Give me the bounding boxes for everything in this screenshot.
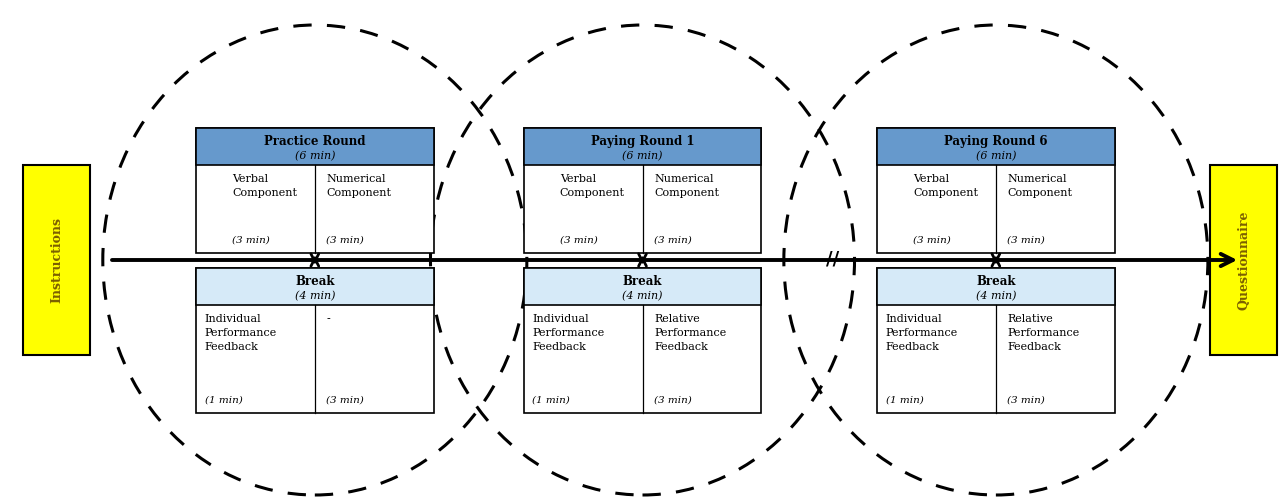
Text: Paying Round 6: Paying Round 6 <box>944 136 1047 148</box>
FancyBboxPatch shape <box>524 128 762 252</box>
Text: Component: Component <box>654 188 720 198</box>
Text: (1 min): (1 min) <box>204 396 243 404</box>
Text: Individual: Individual <box>885 314 942 324</box>
FancyBboxPatch shape <box>197 128 434 165</box>
Text: Component: Component <box>233 188 297 198</box>
Text: (4 min): (4 min) <box>622 290 663 301</box>
Text: Feedback: Feedback <box>532 342 586 352</box>
Text: Feedback: Feedback <box>1007 342 1061 352</box>
Text: Individual: Individual <box>532 314 589 324</box>
FancyBboxPatch shape <box>878 128 1115 252</box>
Text: (3 min): (3 min) <box>233 236 270 244</box>
Text: Feedback: Feedback <box>204 342 258 352</box>
Text: Individual: Individual <box>204 314 261 324</box>
Text: (4 min): (4 min) <box>294 290 335 301</box>
Text: -: - <box>326 314 330 324</box>
Text: Performance: Performance <box>1007 328 1079 338</box>
Text: (3 min): (3 min) <box>914 236 951 244</box>
FancyBboxPatch shape <box>878 268 1115 412</box>
Text: Practice Round: Practice Round <box>265 136 365 148</box>
Text: (3 min): (3 min) <box>654 396 691 404</box>
Text: Performance: Performance <box>532 328 605 338</box>
Text: (3 min): (3 min) <box>326 396 364 404</box>
FancyBboxPatch shape <box>878 128 1115 165</box>
Text: Performance: Performance <box>885 328 959 338</box>
Text: Relative: Relative <box>1007 314 1054 324</box>
Text: Break: Break <box>977 275 1015 288</box>
Text: Numerical: Numerical <box>654 174 713 184</box>
Text: Component: Component <box>560 188 625 198</box>
Text: (4 min): (4 min) <box>975 290 1016 301</box>
Text: Paying Round 1: Paying Round 1 <box>591 136 694 148</box>
Text: Verbal: Verbal <box>233 174 269 184</box>
FancyBboxPatch shape <box>197 128 434 252</box>
Text: Performance: Performance <box>204 328 278 338</box>
Text: Numerical: Numerical <box>1007 174 1067 184</box>
FancyBboxPatch shape <box>524 128 762 165</box>
FancyBboxPatch shape <box>197 268 434 412</box>
Text: (3 min): (3 min) <box>560 236 598 244</box>
Text: (3 min): (3 min) <box>1007 236 1045 244</box>
Text: Feedback: Feedback <box>654 342 708 352</box>
FancyBboxPatch shape <box>1210 165 1277 355</box>
Text: Relative: Relative <box>654 314 700 324</box>
Text: (1 min): (1 min) <box>532 396 571 404</box>
Text: Break: Break <box>623 275 662 288</box>
FancyBboxPatch shape <box>23 165 90 355</box>
FancyBboxPatch shape <box>524 268 762 412</box>
Text: (6 min): (6 min) <box>622 150 663 161</box>
Text: (3 min): (3 min) <box>654 236 691 244</box>
Text: Component: Component <box>1007 188 1073 198</box>
Text: Questionnaire: Questionnaire <box>1237 210 1250 310</box>
Text: (3 min): (3 min) <box>1007 396 1045 404</box>
Text: (6 min): (6 min) <box>975 150 1016 161</box>
Text: Numerical: Numerical <box>326 174 385 184</box>
Text: Verbal: Verbal <box>560 174 596 184</box>
Text: Component: Component <box>914 188 978 198</box>
FancyBboxPatch shape <box>878 268 1115 305</box>
Text: (6 min): (6 min) <box>294 150 335 161</box>
Text: (1 min): (1 min) <box>885 396 924 404</box>
Text: Instructions: Instructions <box>50 217 63 303</box>
Text: (3 min): (3 min) <box>326 236 364 244</box>
Text: Break: Break <box>296 275 334 288</box>
FancyBboxPatch shape <box>197 268 434 305</box>
Text: Verbal: Verbal <box>914 174 950 184</box>
FancyBboxPatch shape <box>524 268 762 305</box>
Text: //: // <box>826 251 839 269</box>
Text: Performance: Performance <box>654 328 726 338</box>
Text: Component: Component <box>326 188 392 198</box>
Text: Feedback: Feedback <box>885 342 939 352</box>
